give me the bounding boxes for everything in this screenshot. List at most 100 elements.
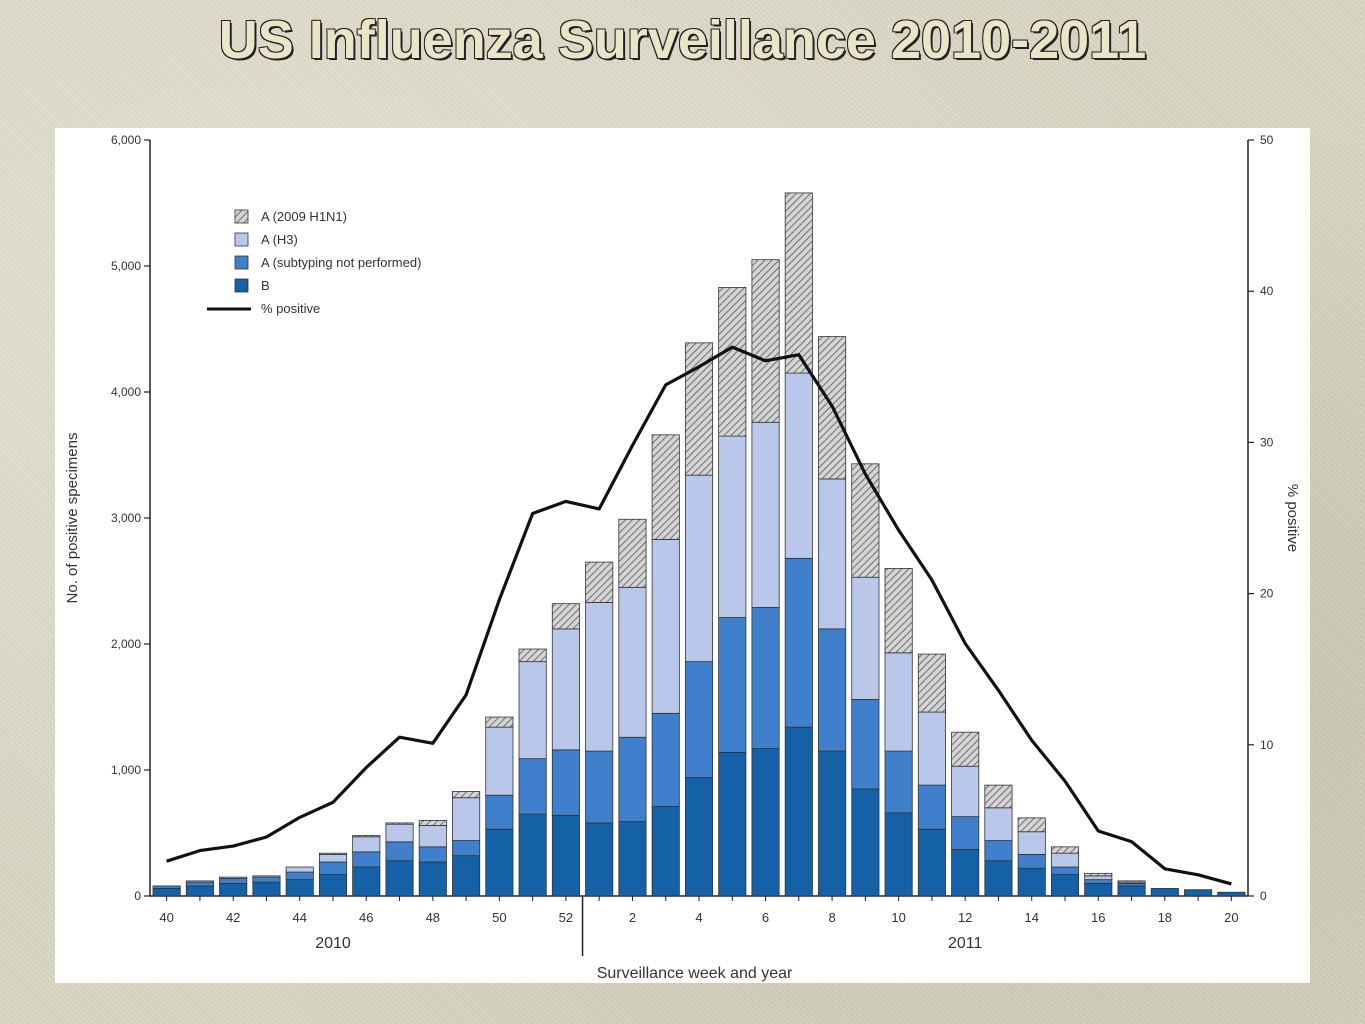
legend-swatch-b bbox=[234, 278, 249, 293]
x-tick-label: 16 bbox=[1091, 910, 1105, 925]
bar-a-h3 bbox=[1050, 852, 1080, 868]
x-tick-label: 46 bbox=[359, 910, 373, 925]
bar-a-h3 bbox=[385, 823, 414, 843]
bar-a-h1n1 bbox=[452, 791, 481, 799]
y-tick-label: 3,000 bbox=[111, 511, 141, 525]
bar-a-h3 bbox=[352, 836, 381, 853]
bar-a-unsubtyped bbox=[1050, 866, 1080, 875]
bar-a-unsubtyped bbox=[485, 794, 514, 830]
legend-swatch-a-unsubtyped bbox=[234, 255, 249, 270]
bar-b bbox=[418, 861, 447, 897]
bar-a-unsubtyped bbox=[718, 617, 747, 753]
bar-a-unsubtyped bbox=[884, 750, 913, 814]
bar-b bbox=[185, 885, 214, 897]
year-label-2011: 2011 bbox=[948, 935, 983, 952]
x-tick-label: 44 bbox=[292, 910, 306, 925]
y-tick-label: 0 bbox=[134, 889, 141, 903]
x-axis-title: Surveillance week and year bbox=[597, 965, 793, 982]
bar-a-h3 bbox=[219, 876, 248, 879]
bar-b bbox=[152, 888, 181, 897]
bar-b bbox=[318, 874, 348, 897]
bar-a-h3 bbox=[418, 825, 447, 848]
bar-a-h1n1 bbox=[718, 287, 747, 437]
bar-b bbox=[518, 813, 547, 897]
bar-a-h1n1 bbox=[618, 518, 647, 588]
x-tick-label: 50 bbox=[492, 910, 506, 925]
bar-b bbox=[1084, 883, 1113, 897]
bar-a-h1n1 bbox=[385, 822, 414, 825]
bar-b bbox=[1150, 888, 1179, 897]
bar-a-unsubtyped bbox=[585, 750, 614, 824]
x-tick-label: 48 bbox=[426, 910, 440, 925]
legend-label-a-h1n1: A (2009 H1N1) bbox=[261, 209, 347, 224]
x-tick-label: 2 bbox=[629, 910, 636, 925]
y-right-tick-label: 0 bbox=[1260, 889, 1267, 903]
bar-a-unsubtyped bbox=[618, 736, 647, 823]
bar-b bbox=[285, 879, 314, 897]
x-tick-label: 8 bbox=[828, 910, 835, 925]
bar-a-unsubtyped bbox=[385, 841, 414, 862]
x-tick-label: 4 bbox=[695, 910, 702, 925]
x-tick-label: 18 bbox=[1158, 910, 1172, 925]
bar-a-h3 bbox=[718, 435, 747, 618]
bar-a-h3 bbox=[884, 652, 913, 752]
bar-b bbox=[884, 812, 913, 897]
bar-a-unsubtyped bbox=[917, 784, 946, 830]
y-right-tick-label: 10 bbox=[1260, 738, 1274, 752]
bar-b bbox=[585, 822, 614, 897]
bar-a-unsubtyped bbox=[784, 557, 813, 728]
bar-a-h1n1 bbox=[884, 567, 913, 654]
bar-a-unsubtyped bbox=[851, 699, 880, 790]
y-right-tick-label: 40 bbox=[1260, 284, 1274, 298]
legend-swatch-a-h3 bbox=[234, 232, 249, 247]
bar-b bbox=[818, 750, 847, 897]
bar-a-h3 bbox=[917, 711, 946, 786]
bar-a-unsubtyped bbox=[1017, 854, 1046, 869]
bar-a-h3 bbox=[185, 880, 214, 883]
bar-a-h1n1 bbox=[651, 434, 680, 540]
bar-a-h3 bbox=[518, 661, 547, 760]
bar-b bbox=[651, 806, 680, 897]
bar-b bbox=[917, 828, 946, 897]
bar-a-unsubtyped bbox=[318, 861, 348, 875]
bar-b bbox=[718, 751, 747, 897]
bar-a-h1n1 bbox=[1017, 817, 1046, 833]
bar-a-h3 bbox=[851, 576, 880, 700]
bar-a-h1n1 bbox=[585, 561, 614, 603]
bar-b bbox=[618, 821, 647, 897]
bars-group bbox=[152, 192, 1246, 897]
bar-a-h1n1 bbox=[917, 653, 946, 713]
bar-a-h3 bbox=[984, 807, 1013, 841]
bar-a-h1n1 bbox=[1050, 846, 1080, 854]
bar-a-h3 bbox=[951, 765, 980, 818]
year-label-2010: 2010 bbox=[315, 935, 351, 952]
bar-b bbox=[452, 855, 481, 897]
x-tick-label: 20 bbox=[1224, 910, 1238, 925]
y-right-tick-label: 20 bbox=[1260, 587, 1274, 601]
bar-b bbox=[951, 848, 980, 897]
bar-a-unsubtyped bbox=[551, 749, 580, 816]
slide-title: US Influenza Surveillance 2010-2011 bbox=[218, 10, 1147, 70]
bar-b bbox=[984, 860, 1013, 897]
bar-a-h3 bbox=[318, 854, 348, 863]
bar-a-h3 bbox=[818, 478, 847, 630]
bar-a-unsubtyped bbox=[684, 661, 714, 778]
bar-a-h3 bbox=[585, 602, 614, 752]
bar-a-unsubtyped bbox=[452, 840, 481, 857]
bar-a-unsubtyped bbox=[418, 846, 447, 863]
bar-a-unsubtyped bbox=[152, 885, 181, 889]
bar-a-h1n1 bbox=[352, 835, 381, 838]
legend-label-percent-positive: % positive bbox=[261, 301, 320, 316]
bar-a-unsubtyped bbox=[818, 628, 847, 752]
bar-a-h3 bbox=[252, 875, 281, 878]
bar-a-h3 bbox=[285, 866, 314, 873]
bar-b bbox=[751, 748, 780, 897]
bar-a-h1n1 bbox=[1117, 880, 1146, 883]
bar-b bbox=[851, 788, 880, 897]
influenza-chart: 0 1,000 2,000 3,000 4,000 5,000 6,000 0 10 20 30 40… bbox=[64, 133, 1301, 982]
bar-a-h3 bbox=[485, 726, 514, 796]
bar-a-h1n1 bbox=[751, 259, 780, 423]
x-tick-label: 14 bbox=[1024, 910, 1038, 925]
bar-a-unsubtyped bbox=[285, 871, 314, 881]
bar-a-h3 bbox=[452, 797, 481, 841]
